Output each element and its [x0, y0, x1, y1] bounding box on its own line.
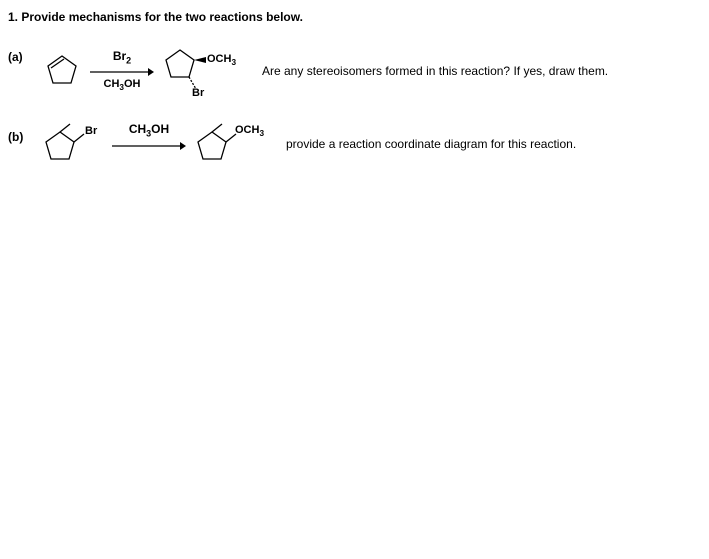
- product-a-structure: OCH3 Br: [162, 42, 248, 100]
- part-b-label: (b): [8, 122, 42, 144]
- product-a-br-label: Br: [192, 87, 204, 99]
- reagent-a-bottom: CH3OH: [104, 79, 141, 92]
- reaction-b-arrow: CH3OH: [112, 123, 186, 164]
- reaction-b-row: (b) Br CH3OH: [8, 122, 701, 166]
- arrow-icon: [112, 141, 186, 151]
- start-b-br-label: Br: [85, 125, 97, 137]
- product-a-och3-label: OCH3: [207, 53, 236, 67]
- reaction-a-row: (a) Br2 CH3OH: [8, 42, 701, 100]
- reagent-a-top: Br2: [113, 50, 131, 65]
- page-title: 1. Provide mechanisms for the two reacti…: [8, 10, 701, 24]
- question-b-text: provide a reaction coordinate diagram fo…: [286, 137, 576, 151]
- question-a-text: Are any stereoisomers formed in this rea…: [262, 64, 608, 78]
- reagent-b-top: CH3OH: [129, 123, 169, 138]
- product-b-och3-label: OCH3: [235, 124, 264, 138]
- part-a-label: (a): [8, 42, 42, 64]
- start-b-structure: Br: [42, 122, 104, 166]
- cyclopentene-structure: [42, 51, 82, 91]
- arrow-icon: [90, 67, 154, 77]
- reaction-a-arrow: Br2 CH3OH: [90, 50, 154, 93]
- product-b-structure: OCH3: [194, 122, 272, 166]
